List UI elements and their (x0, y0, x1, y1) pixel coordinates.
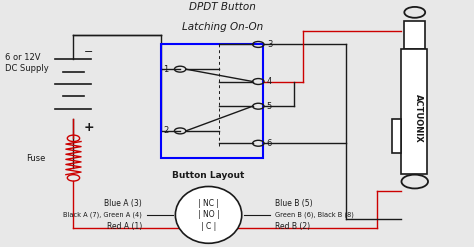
Text: ACTUONIX: ACTUONIX (414, 94, 423, 143)
Text: | NO |: | NO | (198, 210, 219, 219)
Text: 6: 6 (267, 139, 272, 148)
Text: 6 or 12V
DC Supply: 6 or 12V DC Supply (5, 53, 48, 73)
Text: Latching On-On: Latching On-On (182, 22, 264, 32)
Text: Blue B (5): Blue B (5) (275, 199, 312, 208)
Ellipse shape (175, 186, 242, 243)
Text: Button Layout: Button Layout (173, 171, 245, 180)
FancyBboxPatch shape (404, 21, 425, 49)
Text: Blue A (3): Blue A (3) (104, 199, 142, 208)
Text: | C |: | C | (201, 222, 216, 231)
Text: Red A (1): Red A (1) (107, 222, 142, 231)
Text: 4: 4 (267, 77, 272, 86)
Text: 3: 3 (267, 40, 272, 49)
Text: Black A (7), Green A (4): Black A (7), Green A (4) (64, 212, 142, 218)
FancyBboxPatch shape (401, 49, 427, 174)
Text: 2: 2 (163, 126, 168, 135)
Text: −: − (84, 47, 93, 57)
Text: 1: 1 (163, 65, 168, 74)
Text: Green B (6), Black B (8): Green B (6), Black B (8) (275, 212, 354, 218)
Text: DPDT Button: DPDT Button (189, 2, 256, 12)
FancyBboxPatch shape (392, 119, 401, 153)
Text: Red B (2): Red B (2) (275, 222, 310, 231)
Text: Fuse: Fuse (26, 154, 45, 163)
Text: +: + (84, 121, 94, 134)
Text: | NC |: | NC | (198, 199, 219, 208)
Text: 5: 5 (267, 102, 272, 111)
